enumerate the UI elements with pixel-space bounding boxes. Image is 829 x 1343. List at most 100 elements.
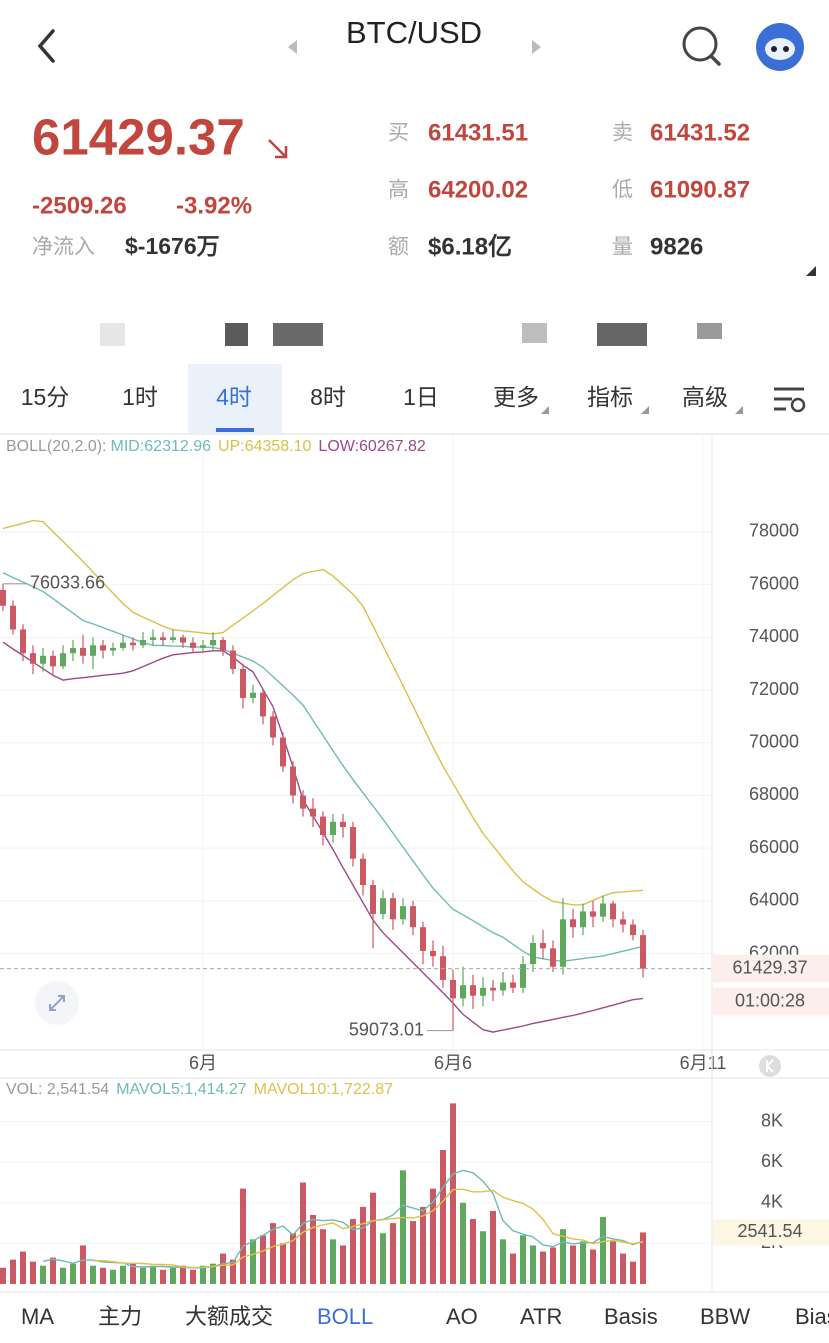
volume-bar [610,1241,616,1284]
volume-bar [290,1233,296,1284]
volume-bar [420,1206,426,1284]
volume-bar [550,1247,556,1284]
candle-body [260,692,266,717]
candle-body [590,911,596,917]
volume-bar [10,1259,16,1284]
indicator-tab[interactable]: Bias [795,1304,829,1329]
candle-body [510,982,516,988]
prev-symbol[interactable] [288,40,297,54]
y-tick-label: 66000 [749,837,799,857]
volume-bar [30,1261,36,1284]
candle-body [20,629,26,654]
avatar[interactable] [756,23,804,71]
indicator-tab[interactable]: BBW [700,1304,750,1329]
countdown-label: 01:00:28 [735,990,805,1010]
volume-bar [630,1261,636,1284]
volume-bar [400,1170,406,1284]
interval-tab[interactable]: 15分 [21,384,70,410]
volume-bar [120,1265,126,1284]
expand-corner[interactable] [806,266,816,276]
candle-body [50,655,56,667]
interval-tab[interactable]: 高级 [682,384,728,410]
stat-value: 61090.87 [650,176,750,203]
candle-body [460,985,466,999]
candle-body [180,637,186,643]
countdown-tag [713,987,829,1016]
indicator-tab[interactable]: BOLL [317,1304,373,1329]
candle-body [30,653,36,664]
volume-bar [460,1202,466,1284]
interval-tab[interactable]: 1时 [122,384,158,410]
candle-body [340,821,346,828]
stat-value: 61431.51 [428,119,528,146]
legend-entry: MID:62312.96 [111,438,212,455]
candle-body [290,766,296,796]
volume-bar [330,1239,336,1284]
next-symbol[interactable] [532,40,541,54]
volume-bar [20,1251,26,1284]
search-button[interactable] [682,26,721,66]
candle-body [210,640,216,646]
interval-tab[interactable]: 更多 [493,384,539,410]
candle-body [10,605,16,630]
volume-bar [220,1253,226,1284]
down-arrow-icon [268,139,288,159]
candle-body [140,640,146,646]
candle-body [220,640,226,651]
candle-body [250,692,256,698]
blurred-row [100,323,722,346]
volume-bar [570,1245,576,1284]
volume-bar [580,1241,586,1284]
candle-body [240,668,246,698]
volume-tag [713,1219,829,1246]
current-price-label: 61429.37 [732,957,807,977]
candle-body [400,906,406,920]
volume-bar [520,1235,526,1284]
x-tick-label: 6月11 [680,1053,727,1073]
net-inflow-label: 净流入 [32,236,95,259]
stat-value: 61431.52 [650,119,750,146]
volume-bar [390,1223,396,1284]
boll-line [2,572,644,962]
k-badge[interactable] [759,1055,781,1077]
volume-bar [360,1206,366,1284]
fullscreen-button[interactable] [35,981,79,1025]
y-tick-label: 74000 [749,626,799,646]
volume-bar [130,1263,136,1284]
volume-bar [430,1188,436,1284]
candle-body [440,956,446,980]
back-button[interactable] [37,29,55,63]
indicator-tab[interactable]: Basis [604,1304,658,1329]
stat-label: 量 [612,236,633,259]
net-inflow: $-1676万 [125,233,220,259]
x-tick-label: 6月 [189,1053,217,1073]
indicator-tab[interactable]: 主力 [98,1304,142,1329]
interval-tab[interactable]: 1日 [403,384,439,410]
indicator-tab[interactable]: ATR [520,1304,562,1329]
candle-body [580,911,586,928]
mavol-line [93,1188,644,1269]
legend-entry: VOL: 2,541.54 [6,1081,109,1098]
candle-body [550,948,556,967]
volume-bar [640,1232,646,1284]
volume-bar [600,1217,606,1284]
candle-body [280,737,286,767]
chart-settings-button[interactable] [774,387,806,413]
volume-bar [230,1259,236,1284]
volume-bar [370,1192,376,1284]
legend-entry: MAVOL5:1,414.27 [116,1081,247,1098]
stat-label: 低 [612,179,633,202]
stat-label: 高 [388,179,409,202]
indicator-tab[interactable]: AO [446,1304,478,1329]
interval-tab[interactable]: 指标 [587,384,633,410]
indicator-tab[interactable]: 大额成交 [185,1304,273,1329]
candle-body [190,642,196,648]
indicator-label: BOLL(20,2.0): [6,438,107,455]
candle-body [230,650,236,669]
indicator-tab[interactable]: MA [21,1304,54,1329]
min-price-label: 59073.01 [349,1019,424,1039]
interval-tab[interactable]: 4时 [216,384,252,410]
candle-body [310,808,316,817]
interval-tab[interactable]: 8时 [310,384,346,410]
